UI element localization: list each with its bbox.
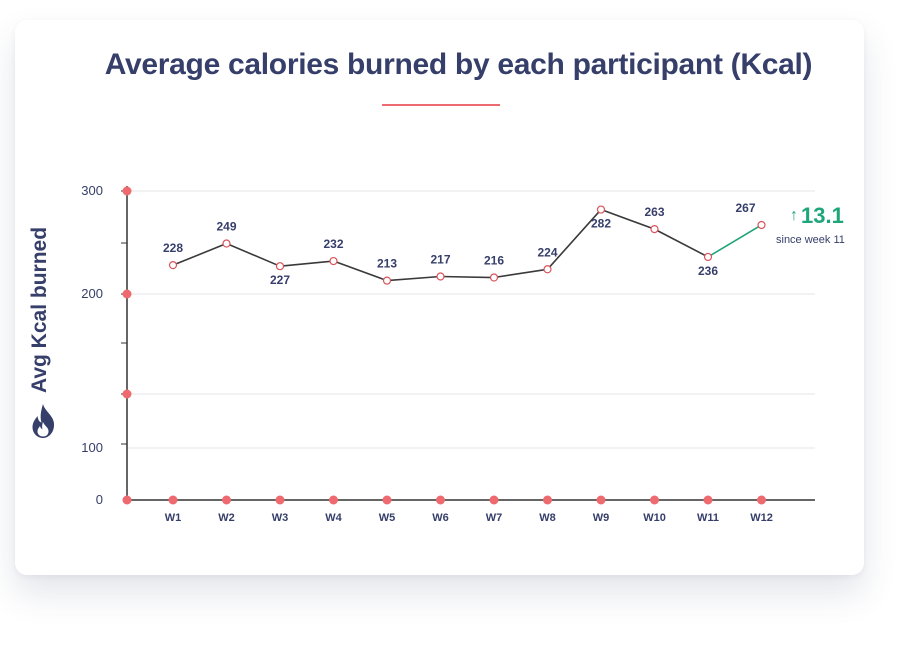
- data-point-W1: [168, 261, 178, 270]
- x-tick-label-W9: W9: [593, 512, 610, 524]
- x-axis-marker-W11: [703, 495, 713, 505]
- flame-icon: [32, 404, 55, 438]
- x-tick-label-W7: W7: [486, 512, 503, 524]
- data-point-W11: [703, 252, 713, 262]
- x-ticks: W1 W2 W3 W4 W5 W6 W7 W8 W9 W10 W11 W12: [165, 495, 773, 524]
- x-axis-marker-W8: [543, 495, 552, 505]
- x-tick-label-W11: W11: [697, 512, 719, 524]
- y-axis-marker-2: [122, 389, 132, 399]
- data-point-W10: [650, 225, 659, 234]
- change-value: 13.1: [801, 203, 844, 228]
- data-label-W12: 267: [735, 201, 755, 215]
- x-tick-label-W4: W4: [325, 512, 342, 524]
- x-tick-label-W8: W8: [539, 512, 556, 524]
- x-axis-marker-W3: [275, 495, 285, 505]
- data-label-W7: 216: [484, 254, 504, 268]
- x-axis-marker-W9: [596, 495, 606, 505]
- y-tick-label-200: 200: [81, 286, 103, 301]
- data-label-W9: 282: [591, 217, 611, 231]
- y-ticks: 0 100 200 300: [81, 183, 103, 507]
- series-points: [168, 205, 766, 285]
- line-segment-W5-W6: [386, 275, 442, 282]
- y-axis-marker-3: [122, 495, 132, 505]
- line-segment-W10-W11: [653, 228, 709, 258]
- data-point-W7: [489, 273, 499, 282]
- change-indicator: ↑ 13.1: [790, 203, 844, 229]
- x-tick-label-W1: W1: [165, 512, 182, 524]
- x-axis-marker-W6: [436, 495, 445, 505]
- chart-title: Average calories burned by each particip…: [104, 48, 813, 81]
- x-axis-marker-W12: [757, 495, 766, 505]
- data-label-W6: 217: [430, 252, 450, 266]
- data-label-W11: 236: [698, 264, 718, 278]
- chart-card: [15, 20, 864, 575]
- data-label-W10: 263: [644, 205, 664, 219]
- x-tick-label-W6: W6: [432, 512, 449, 524]
- x-tick-label-W12: W12: [750, 512, 773, 524]
- line-segment-W8-W9: [546, 208, 602, 271]
- x-axis-marker-W4: [329, 495, 338, 505]
- x-tick-label-W5: W5: [379, 512, 396, 524]
- y-tick-label-300: 300: [81, 183, 103, 198]
- data-point-W5: [382, 276, 392, 285]
- data-point-W3: [275, 262, 285, 271]
- line-segment-W3-W4: [279, 260, 335, 267]
- data-labels: 228 249 227 232 213 217 216 224 282 263 236 267: [163, 201, 756, 287]
- line-segment-W7-W8: [493, 268, 549, 279]
- line-segment-W4-W5: [332, 260, 388, 282]
- change-caption: since week 11: [776, 234, 845, 246]
- x-axis-marker-W5: [382, 495, 392, 505]
- data-label-W3: 227: [270, 273, 290, 287]
- x-tick-label-W3: W3: [272, 512, 289, 524]
- data-point-W12: [757, 220, 766, 230]
- grid-lines: [127, 190, 815, 449]
- data-label-W8: 224: [537, 245, 557, 259]
- line-segment-W6-W7: [439, 275, 495, 279]
- x-axis-marker-W2: [222, 495, 231, 505]
- y-axis-marker-0: [122, 186, 132, 196]
- series-lines: [172, 208, 763, 282]
- line-segment-W1-W2: [172, 242, 228, 266]
- x-axis-marker-W1: [168, 495, 178, 505]
- x-axis-marker-W10: [650, 495, 659, 505]
- line-segment-W11-W12: [707, 224, 763, 258]
- x-tick-label-W2: W2: [218, 512, 235, 524]
- y-tick-label-0: 0: [96, 492, 103, 507]
- data-label-W5: 213: [377, 257, 397, 271]
- y-axis-marker-1: [122, 289, 132, 299]
- data-label-W2: 249: [216, 220, 236, 234]
- y-tick-label-100: 100: [81, 440, 103, 455]
- data-point-W9: [596, 205, 606, 214]
- data-label-W4: 232: [323, 237, 343, 251]
- title-underline: [382, 104, 500, 106]
- data-point-W4: [329, 256, 338, 266]
- arrow-up-icon: ↑: [790, 207, 798, 224]
- line-segment-W2-W3: [225, 242, 281, 267]
- data-point-W2: [222, 239, 231, 248]
- x-axis-marker-W7: [489, 495, 499, 505]
- data-point-W8: [543, 265, 552, 274]
- data-point-W6: [436, 272, 445, 281]
- line-segment-W9-W10: [600, 208, 656, 230]
- x-tick-label-W10: W10: [643, 512, 666, 524]
- axes: [121, 186, 815, 505]
- data-label-W1: 228: [163, 241, 183, 255]
